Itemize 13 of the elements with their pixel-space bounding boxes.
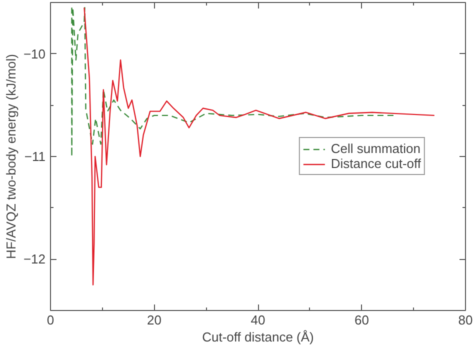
y-tick-label: −10 (23, 46, 46, 62)
legend-label: Cell summation (330, 141, 420, 156)
x-tick-label: 0 (46, 312, 54, 328)
x-axis-title: Cut-off distance (Å) (202, 330, 314, 344)
legend-label: Distance cut-off (330, 156, 421, 171)
x-tick-label: 40 (250, 312, 266, 328)
x-tick-label: 20 (147, 312, 162, 328)
y-tick-label: −12 (23, 252, 46, 267)
x-tick-label: 80 (458, 312, 473, 328)
line-series (84, 7, 435, 286)
y-tick-label: −11 (24, 149, 46, 164)
x-tick-label: 60 (354, 312, 369, 328)
y-axis-title: HF/AVQZ two-body energy (kJ/mol) (3, 54, 18, 259)
